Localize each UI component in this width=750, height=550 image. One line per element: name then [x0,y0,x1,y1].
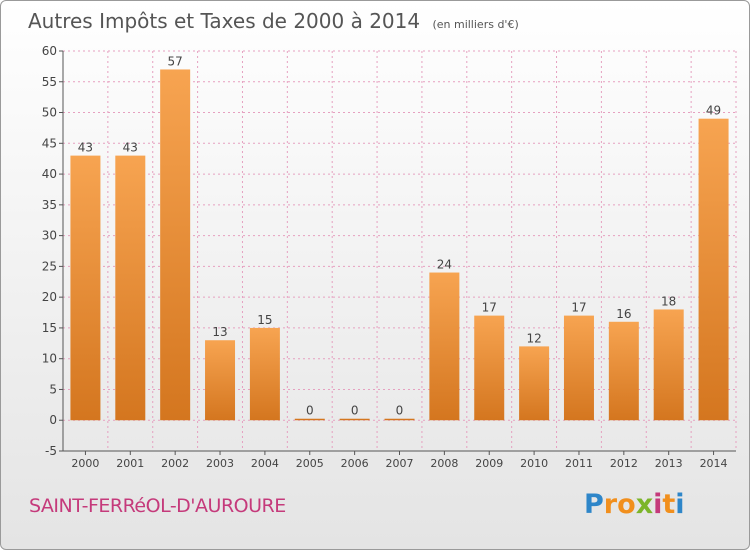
y-tick-label: 55 [42,75,57,89]
bar [429,272,460,421]
bar [653,309,684,421]
y-tick-label: 10 [42,352,57,366]
brand-letter: o [617,489,636,520]
bar [698,118,729,421]
bar-value-label: 0 [306,404,314,418]
y-tick-label: 0 [49,413,57,427]
x-tick-label: 2009 [475,457,503,470]
brand-letter: i [653,489,663,520]
bar [70,155,101,421]
y-tick-label: 5 [49,382,57,396]
bar [249,327,280,421]
bar [339,418,370,421]
y-tick-label: 30 [42,229,57,243]
bar-value-label: 17 [571,301,586,315]
y-tick-label: -5 [45,444,57,458]
x-tick-label: 2014 [700,457,728,470]
x-tick-label: 2011 [565,457,593,470]
y-tick-label: 25 [42,259,57,273]
bar [519,346,550,421]
y-tick-label: 15 [42,321,57,335]
bar-value-label: 49 [706,104,721,118]
y-tick-label: 45 [42,136,57,150]
bar-value-label: 16 [616,307,631,321]
x-tick-label: 2001 [116,457,144,470]
x-tick-label: 2010 [520,457,548,470]
brand-letter: P [584,489,604,520]
bar-value-label: 15 [257,313,272,327]
y-tick-label: 35 [42,198,57,212]
bar-value-label: 0 [351,404,359,418]
brand-letter: x [635,489,654,520]
bar-value-label: 0 [396,404,404,418]
brand-letter: r [603,489,618,520]
x-tick-label: 2006 [341,457,369,470]
bar-value-label: 43 [78,141,93,155]
y-tick-label: 60 [42,44,57,58]
chart-title-text: Autres Impôts et Taxes de 2000 à 2014 [28,9,421,33]
bar [563,315,594,421]
x-tick-label: 2012 [610,457,638,470]
bars [70,69,729,421]
x-tick-label: 2013 [655,457,683,470]
bar-value-label: 12 [526,331,541,345]
chart-unit: (en milliers d'€) [432,18,519,31]
bar [384,418,415,421]
y-tick-label: 40 [42,167,57,181]
x-tick-label: 2008 [430,457,458,470]
bar-value-label: 17 [482,301,497,315]
x-tick-label: 2007 [386,457,414,470]
x-tick-label: 2005 [296,457,324,470]
bar [115,155,146,421]
chart-title: Autres Impôts et Taxes de 2000 à 2014 (e… [28,9,519,33]
y-tick-label: 50 [42,106,57,120]
bar-value-label: 43 [123,141,138,155]
bar [205,340,236,421]
bar-value-label: 18 [661,294,676,308]
bar-value-label: 57 [168,54,183,68]
brand-letter: i [675,489,685,520]
bar-value-label: 13 [212,325,227,339]
brand-logo: Proxiti [584,489,685,520]
bar-value-label: 24 [437,258,452,272]
brand-letter: t [662,489,676,520]
bar [160,69,191,421]
x-tick-label: 2004 [251,457,279,470]
commune-name: SAINT-FERRéOL-D'AUROURE [29,495,286,517]
bar [474,315,505,421]
x-tick-label: 2002 [161,457,189,470]
bar [608,321,639,421]
x-tick-label: 2000 [71,457,99,470]
y-tick-label: 20 [42,290,57,304]
x-tick-label: 2003 [206,457,234,470]
labels: -5 0 5 10 15 20 25 30 35 40 45 50 55 60 43 2000 43 2001 57… [42,44,728,470]
bar [294,418,325,421]
axes [59,50,736,455]
